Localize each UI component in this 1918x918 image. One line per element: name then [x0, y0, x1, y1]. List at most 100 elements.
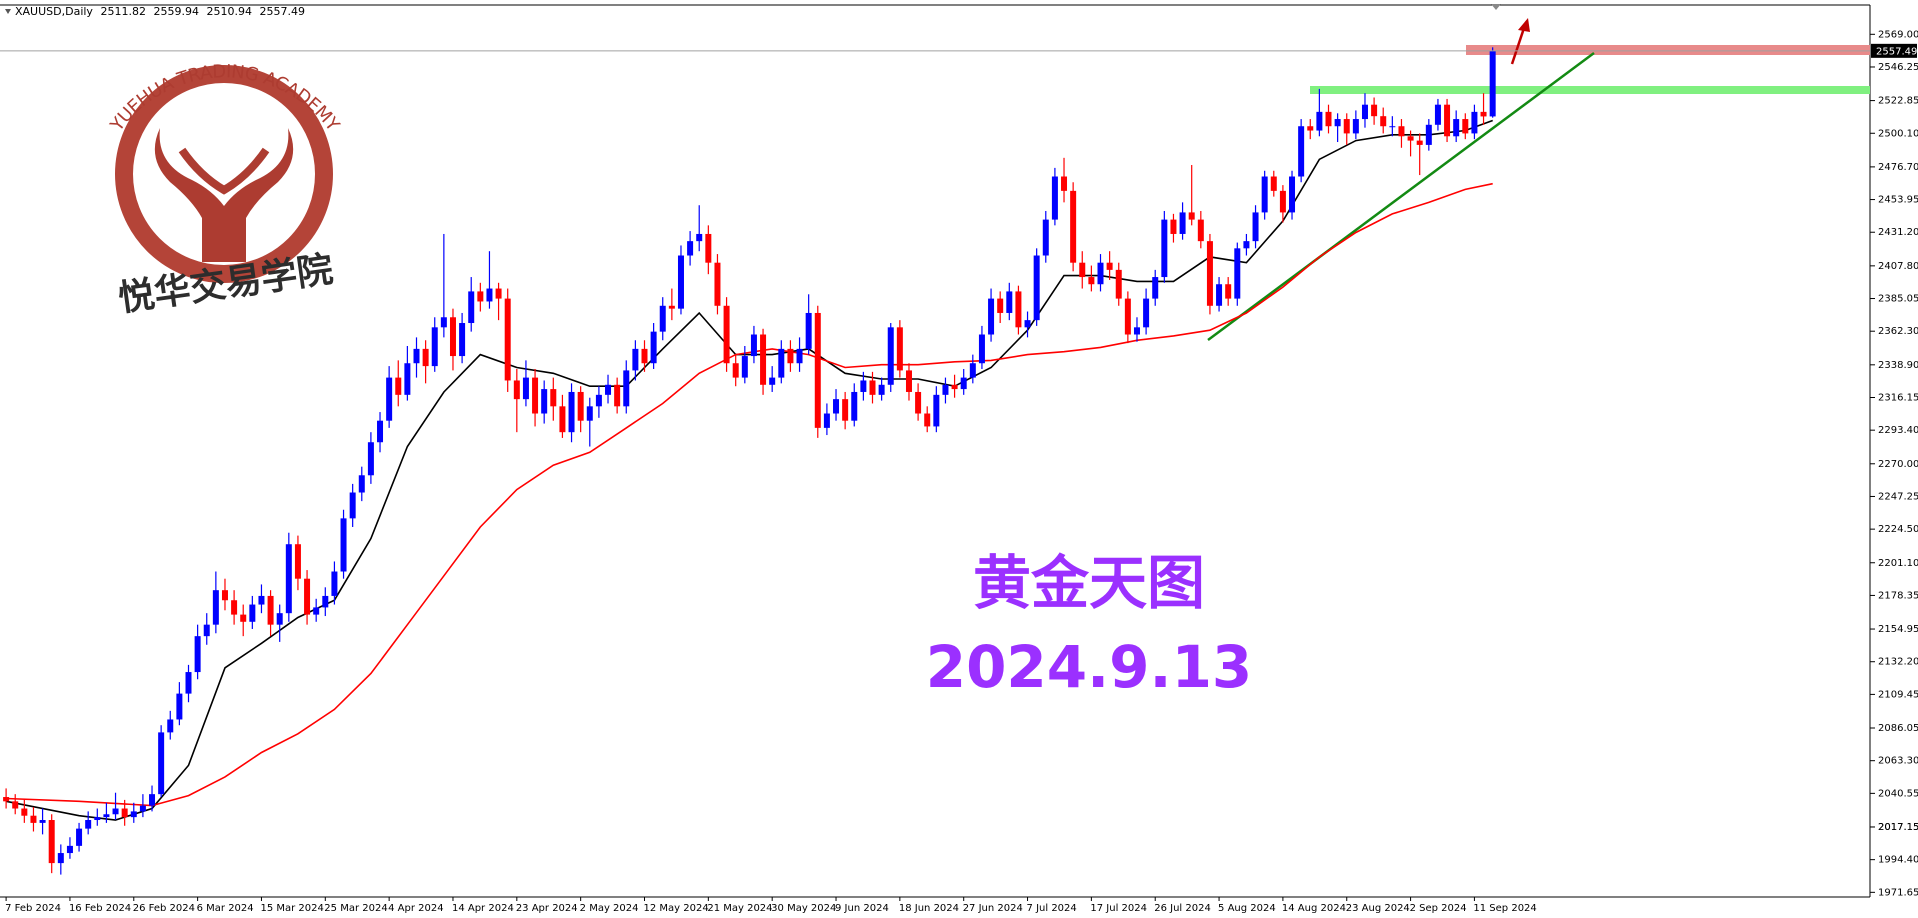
candle-body: [650, 331, 657, 364]
candle: [896, 320, 903, 378]
x-tick-label: 23 Apr 2024: [516, 903, 578, 914]
candle-body: [659, 305, 666, 332]
candle-body: [1042, 219, 1049, 256]
candle-body: [431, 327, 438, 367]
candle-body: [787, 348, 794, 364]
candle: [1006, 282, 1013, 321]
candle-body: [632, 348, 639, 371]
candle: [605, 374, 612, 404]
candle-body: [322, 595, 329, 608]
candle-body: [313, 607, 320, 615]
candle: [522, 360, 529, 407]
candle: [677, 245, 684, 315]
candle: [641, 340, 648, 372]
resistance-zone: [1466, 45, 1870, 55]
candle: [30, 807, 37, 832]
y-tick-label: 2385.05: [1878, 294, 1918, 305]
x-tick-label: 5 Aug 2024: [1218, 903, 1276, 914]
candle: [76, 822, 83, 852]
candle: [687, 231, 694, 266]
candle-body: [1434, 104, 1441, 125]
candle-body: [705, 233, 712, 263]
moving-average: [5, 119, 1493, 821]
candle: [431, 317, 438, 372]
candle-body: [1234, 248, 1241, 299]
trend-line: [1207, 51, 1595, 342]
candle-body: [522, 377, 529, 400]
candle-body: [1389, 126, 1396, 128]
candle: [203, 613, 210, 645]
candle-body: [577, 391, 584, 421]
candle-body: [1097, 262, 1104, 285]
candle: [714, 254, 721, 315]
candle: [3, 788, 10, 809]
candle: [532, 368, 539, 427]
candle-body: [1471, 111, 1478, 134]
candle-body: [1197, 219, 1204, 242]
logo-symbol: [154, 128, 294, 262]
y-tick-label: 2086.05: [1878, 723, 1918, 734]
candle: [1033, 248, 1040, 326]
candle: [1307, 119, 1314, 140]
candle-body: [340, 518, 347, 572]
candle: [750, 325, 757, 364]
candle: [504, 288, 511, 392]
candle: [869, 371, 876, 404]
candle: [158, 725, 165, 798]
candle: [1206, 233, 1213, 315]
candle: [440, 233, 447, 338]
candle-body: [1106, 262, 1113, 270]
candle-body: [404, 363, 411, 395]
candle: [1480, 93, 1487, 125]
candle: [12, 794, 19, 815]
candle-body: [139, 805, 146, 812]
candle-body: [559, 406, 566, 433]
candle: [1179, 202, 1186, 240]
candle: [1298, 119, 1305, 183]
candle-body: [887, 327, 894, 385]
candle-body: [194, 636, 201, 673]
candle: [130, 802, 137, 823]
y-tick-label: 2154.95: [1878, 624, 1918, 635]
candle-body: [1088, 277, 1095, 285]
candle-body: [1061, 176, 1068, 191]
candle: [805, 294, 812, 355]
candle: [1380, 107, 1387, 134]
candle-body: [905, 370, 912, 392]
y-tick-label: 2476.70: [1878, 162, 1918, 173]
plot: 2569.00 2546.25 2522.85 2500.10 2476.70 2453.…: [3, 29, 1918, 914]
candle-body: [185, 672, 192, 694]
candle-body: [495, 288, 502, 299]
candle: [1042, 210, 1049, 263]
header-open: 2511.82: [100, 5, 146, 18]
candle-body: [723, 305, 730, 364]
candle-body: [541, 389, 548, 414]
candle-body: [76, 828, 83, 846]
x-tick-label: 17 Jul 2024: [1090, 903, 1147, 914]
candle-body: [1334, 119, 1341, 127]
candle: [1070, 182, 1077, 272]
candle-body: [349, 492, 356, 519]
candle-body: [121, 808, 128, 818]
candle-body: [30, 815, 37, 823]
candle: [1434, 98, 1441, 131]
candle: [586, 397, 593, 447]
candle: [1361, 93, 1368, 128]
candle-body: [1298, 126, 1305, 177]
candle: [577, 386, 584, 433]
candle: [313, 598, 320, 622]
y-tick-label: 2178.35: [1878, 590, 1918, 601]
x-tick-label: 26 Jul 2024: [1154, 903, 1211, 914]
x-tick-label: 2 Sep 2024: [1410, 903, 1467, 914]
candle: [176, 682, 183, 726]
candle: [294, 535, 301, 591]
candle: [404, 345, 411, 401]
candle-body: [1279, 190, 1286, 213]
candle-body: [997, 298, 1004, 313]
candle: [550, 377, 557, 421]
x-tick-label: 11 Sep 2024: [1473, 903, 1536, 914]
annotation-title: 黄金天图: [973, 549, 1205, 617]
candle-body: [805, 312, 812, 349]
arrow-head: [1518, 18, 1530, 32]
candle-body: [842, 399, 849, 421]
